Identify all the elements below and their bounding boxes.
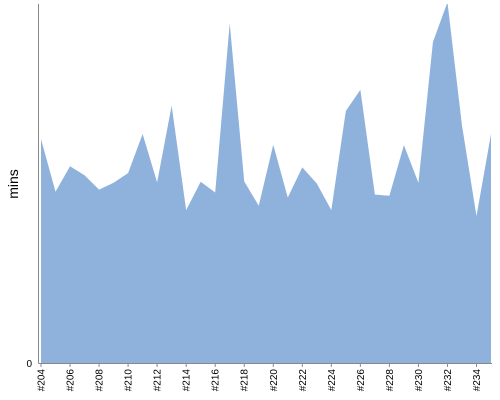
area-layer — [41, 4, 491, 363]
x-tick-label: #210 — [124, 369, 135, 392]
x-tick-label: #220 — [269, 369, 280, 392]
y-axis-label: mins — [5, 169, 21, 199]
x-tick-label: #234 — [472, 369, 483, 392]
y-tick-label: 0 — [26, 359, 32, 370]
x-tick-label: #230 — [414, 369, 425, 392]
x-tick-label: #204 — [37, 369, 48, 392]
x-tick-labels: #204 #206 #208 #210 #212 #214 #216 #218 #220 #222… — [37, 363, 483, 391]
axes-layer — [38, 4, 492, 364]
x-tick-label: #226 — [356, 369, 367, 392]
area-series-1 — [41, 4, 491, 363]
y-tick-labels: 0 — [26, 359, 32, 370]
x-tick-label: #206 — [66, 369, 77, 392]
x-tick-label: #224 — [327, 369, 338, 392]
x-tick-label: #216 — [211, 369, 222, 392]
x-tick-label: #222 — [298, 369, 309, 392]
x-tick-label: #208 — [95, 369, 106, 392]
x-tick-label: #218 — [240, 369, 251, 392]
x-tick-label: #228 — [385, 369, 396, 392]
x-tick-label: #212 — [153, 369, 164, 392]
x-tick-label: #214 — [182, 369, 193, 392]
x-tick-label: #232 — [443, 369, 454, 392]
